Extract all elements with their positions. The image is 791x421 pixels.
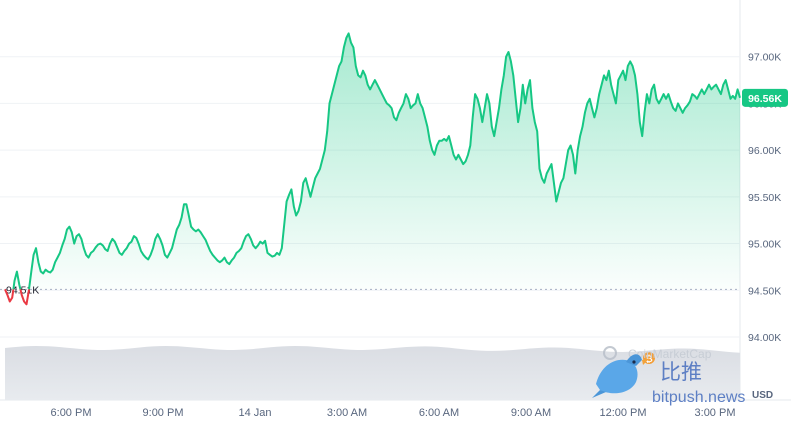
y-tick-label: 95.00K bbox=[748, 239, 781, 251]
x-tick-label: 12:00 PM bbox=[599, 407, 646, 419]
current-price-label: 96.56K bbox=[748, 93, 782, 105]
y-tick-label: 94.50K bbox=[748, 285, 781, 297]
price-area-fill bbox=[5, 33, 740, 290]
volume-fill bbox=[5, 346, 740, 400]
reference-label: 94.51K bbox=[6, 284, 39, 296]
x-tick-label: 6:00 AM bbox=[419, 407, 459, 419]
y-tick-label: 95.50K bbox=[748, 192, 781, 204]
volume-area bbox=[5, 346, 740, 400]
watermark-brand: CoinMarketCap bbox=[628, 347, 712, 361]
price-line-down bbox=[4, 288, 15, 303]
y-tick-label: 94.00K bbox=[748, 332, 781, 344]
y-axis: 94.00K94.50K95.00K95.50K96.00K96.50K97.0… bbox=[748, 52, 781, 344]
x-tick-label: 14 Jan bbox=[238, 407, 271, 419]
watermark: ₿ CoinMarketCap 比推 bitpush.news USD bbox=[592, 346, 773, 406]
y-tick-label: 96.00K bbox=[748, 145, 781, 157]
currency-label: USD bbox=[752, 390, 773, 401]
x-tick-label: 3:00 AM bbox=[327, 407, 367, 419]
x-tick-label: 3:00 PM bbox=[695, 407, 736, 419]
x-tick-label: 9:00 AM bbox=[511, 407, 551, 419]
x-tick-label: 6:00 PM bbox=[51, 407, 92, 419]
price-line bbox=[4, 32, 741, 306]
price-line-up bbox=[12, 270, 22, 290]
x-tick-label: 9:00 PM bbox=[143, 407, 184, 419]
current-price-badge-bg bbox=[742, 88, 788, 107]
price-line-down bbox=[19, 289, 30, 306]
watermark-chinese: 比推 bbox=[660, 361, 702, 384]
price-line-up bbox=[28, 32, 741, 290]
bitpush-bird-logo bbox=[592, 354, 650, 398]
watermark-site: bitpush.news bbox=[652, 389, 745, 406]
price-area bbox=[5, 33, 740, 290]
current-price-badge: 96.56K bbox=[742, 88, 788, 107]
y-tick-label: 97.00K bbox=[748, 52, 781, 64]
x-axis: 6:00 PM 9:00 PM 14 Jan 3:00 AM 6:00 AM 9:00 A… bbox=[51, 407, 736, 419]
